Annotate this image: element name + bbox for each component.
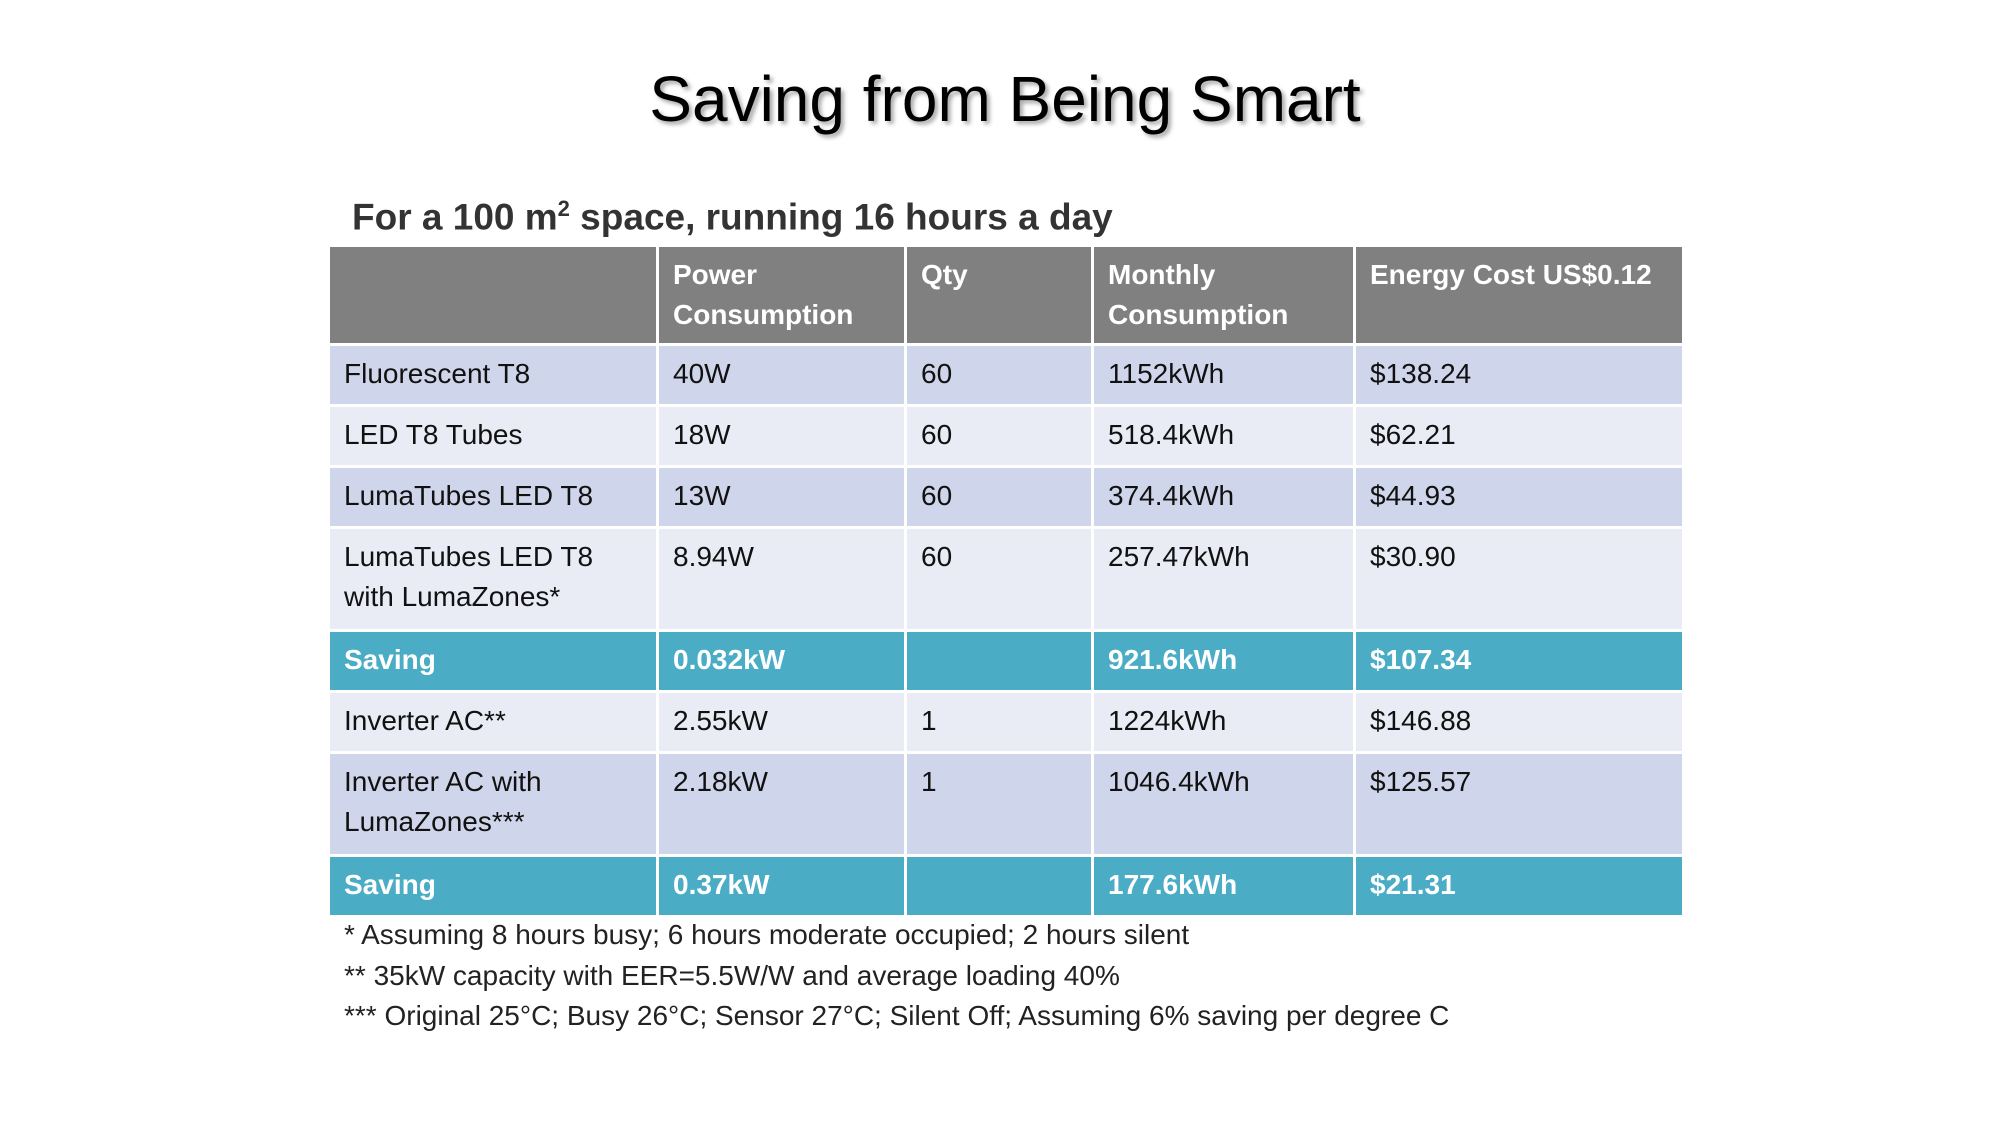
table-cell: 0.032kW <box>656 629 907 693</box>
header-monthly: Monthly Consumption <box>1091 247 1356 346</box>
table-cell: 2.18kW <box>656 751 907 857</box>
table-cell: 2.55kW <box>656 690 907 754</box>
table-cell: $146.88 <box>1353 690 1685 754</box>
table-cell: 1 <box>904 690 1094 754</box>
subtitle-superscript: 2 <box>557 196 570 221</box>
table-cell: 0.37kW <box>656 854 907 918</box>
table-cell: Saving <box>327 629 659 693</box>
table-cell: LumaTubes LED T8 with LumaZones* <box>327 526 659 632</box>
table-cell: 60 <box>904 526 1094 632</box>
table-cell: 921.6kWh <box>1091 629 1356 693</box>
table-row: Fluorescent T8 40W 60 1152kWh $138.24 <box>327 343 1685 407</box>
table-cell: 8.94W <box>656 526 907 632</box>
table-cell: $125.57 <box>1353 751 1685 857</box>
header-cost: Energy Cost US$0.12 <box>1353 247 1685 346</box>
table-cell <box>904 629 1094 693</box>
table-cell: Inverter AC with LumaZones*** <box>327 751 659 857</box>
table-cell <box>904 854 1094 918</box>
header-power: Power Consumption <box>656 247 907 346</box>
table-header-row: Power Consumption Qty Monthly Consumptio… <box>327 247 1685 346</box>
table-cell: 18W <box>656 404 907 468</box>
table-row: Inverter AC with LumaZones*** 2.18kW 1 1046… <box>327 751 1685 857</box>
table-cell: 60 <box>904 465 1094 529</box>
slide-subtitle: For a 100 m2 space, running 16 hours a d… <box>352 196 1113 238</box>
subtitle-prefix: For a 100 m <box>352 196 558 238</box>
table-row: Inverter AC** 2.55kW 1 1224kWh $146.88 <box>327 690 1685 754</box>
table-cell: 257.47kWh <box>1091 526 1356 632</box>
saving-row: Saving 0.032kW 921.6kWh $107.34 <box>327 629 1685 693</box>
table-cell: Inverter AC** <box>327 690 659 754</box>
table-cell: LumaTubes LED T8 <box>327 465 659 529</box>
header-qty: Qty <box>904 247 1094 346</box>
saving-row: Saving 0.37kW 177.6kWh $21.31 <box>327 854 1685 918</box>
table-cell: LED T8 Tubes <box>327 404 659 468</box>
table-cell: 60 <box>904 343 1094 407</box>
table-cell: $62.21 <box>1353 404 1685 468</box>
table-row: LumaTubes LED T8 with LumaZones* 8.94W 60 2… <box>327 526 1685 632</box>
slide-title: Saving from Being Smart <box>649 63 1361 135</box>
table-cell: 40W <box>656 343 907 407</box>
table-row: LumaTubes LED T8 13W 60 374.4kWh $44.93 <box>327 465 1685 529</box>
table-cell: $21.31 <box>1353 854 1685 918</box>
table-cell: 1224kWh <box>1091 690 1356 754</box>
energy-savings-table: Power Consumption Qty Monthly Consumptio… <box>327 247 1685 918</box>
table-cell: $107.34 <box>1353 629 1685 693</box>
table-cell: Saving <box>327 854 659 918</box>
header-blank <box>327 247 659 346</box>
footnote-3: *** Original 25°C; Busy 26°C; Sensor 27°… <box>344 1000 1450 1031</box>
table-cell: 1046.4kWh <box>1091 751 1356 857</box>
table-cell: 60 <box>904 404 1094 468</box>
table-cell: 518.4kWh <box>1091 404 1356 468</box>
table-row: LED T8 Tubes 18W 60 518.4kWh $62.21 <box>327 404 1685 468</box>
footnotes: * Assuming 8 hours busy; 6 hours moderat… <box>344 915 1449 1037</box>
subtitle-suffix: space, running 16 hours a day <box>569 196 1113 238</box>
table-cell: $138.24 <box>1353 343 1685 407</box>
table-cell: $44.93 <box>1353 465 1685 529</box>
table-cell: Fluorescent T8 <box>327 343 659 407</box>
table-cell: 1 <box>904 751 1094 857</box>
footnote-2: ** 35kW capacity with EER=5.5W/W and ave… <box>344 959 1120 991</box>
table-cell: 1152kWh <box>1091 343 1356 407</box>
table-cell: 177.6kWh <box>1091 854 1356 918</box>
footnote-1: * Assuming 8 hours busy; 6 hours moderat… <box>344 919 1190 950</box>
table-cell: 13W <box>656 465 907 529</box>
table-cell: $30.90 <box>1353 526 1685 632</box>
table-cell: 374.4kWh <box>1091 465 1356 529</box>
